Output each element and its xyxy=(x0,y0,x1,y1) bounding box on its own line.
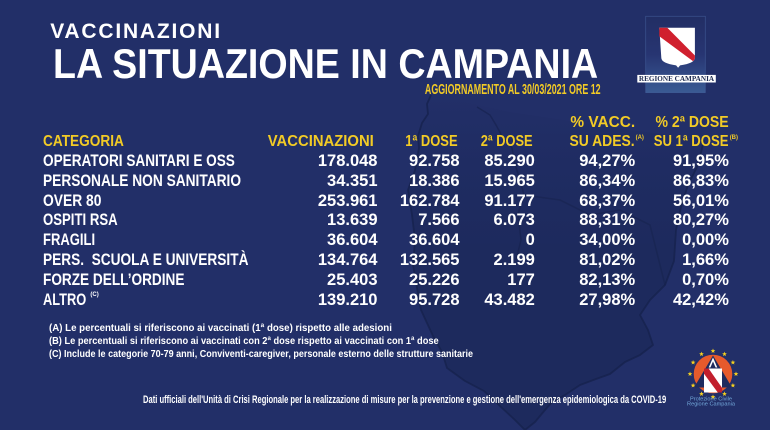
svg-text:REGIONE CAMPANIA: REGIONE CAMPANIA xyxy=(639,75,715,83)
svg-text:Protezione Civile: Protezione Civile xyxy=(690,396,732,402)
svg-text:Regione Campania: Regione Campania xyxy=(687,401,736,407)
